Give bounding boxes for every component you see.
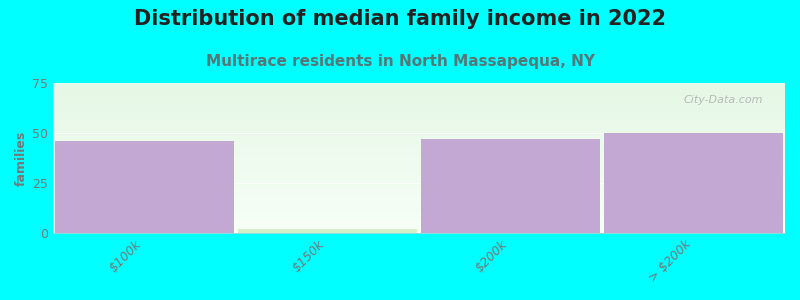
Bar bbox=[604, 133, 783, 233]
Y-axis label: families: families bbox=[15, 130, 28, 186]
Bar bbox=[55, 141, 234, 233]
Text: City-Data.com: City-Data.com bbox=[683, 95, 763, 105]
Text: Multirace residents in North Massapequa, NY: Multirace residents in North Massapequa,… bbox=[206, 54, 594, 69]
Text: Distribution of median family income in 2022: Distribution of median family income in … bbox=[134, 9, 666, 29]
Bar bbox=[238, 229, 417, 233]
Bar bbox=[421, 139, 600, 233]
